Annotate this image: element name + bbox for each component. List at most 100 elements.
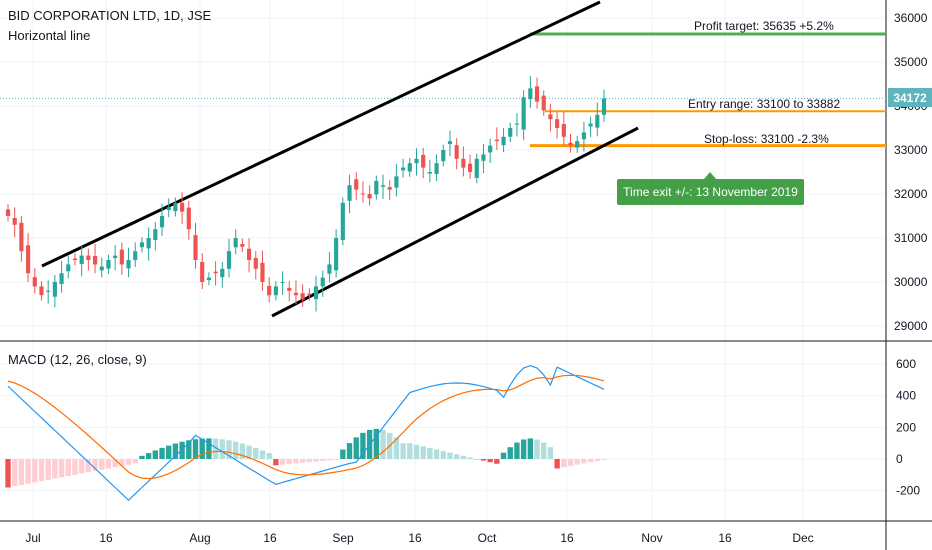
price-tick-label: 31000 xyxy=(894,231,928,245)
macd-histogram-bar xyxy=(12,459,18,487)
candle-body xyxy=(588,123,593,127)
macd-histogram-bar xyxy=(340,449,346,459)
candle-body xyxy=(220,268,225,278)
macd-histogram-bar xyxy=(172,443,179,459)
macd-histogram-bar xyxy=(273,459,279,466)
macd-histogram xyxy=(5,428,607,488)
candle-body xyxy=(260,262,265,282)
macd-histogram-bar xyxy=(547,447,554,459)
macd-histogram-bar xyxy=(581,459,587,464)
macd-histogram-bar xyxy=(72,459,78,475)
candle-body xyxy=(240,243,245,247)
price-tick-label: 32000 xyxy=(894,187,928,201)
macd-histogram-bar xyxy=(45,459,51,480)
macd-histogram-bar xyxy=(433,449,440,459)
candle-body xyxy=(414,158,419,164)
candle-body xyxy=(601,98,607,115)
candle-body xyxy=(514,123,520,125)
candle-body xyxy=(79,255,84,264)
macd-histogram-bar xyxy=(567,459,574,466)
candle-body xyxy=(320,277,325,287)
candle-body xyxy=(374,180,379,195)
macd-histogram-bar xyxy=(25,459,31,484)
macd-histogram-bar xyxy=(440,451,446,459)
candle-body xyxy=(39,286,44,296)
macd-histogram-bar xyxy=(574,459,580,465)
candle-body xyxy=(280,282,285,283)
macd-histogram-bar xyxy=(186,440,192,459)
macd-tick-label: 0 xyxy=(896,452,903,466)
candle-body xyxy=(19,222,24,252)
time-tick-label: 16 xyxy=(408,531,422,545)
macd-histogram-bar xyxy=(427,447,433,459)
candle-body xyxy=(347,185,352,201)
candle-body xyxy=(153,229,158,240)
candle-body xyxy=(561,124,566,137)
macd-histogram-bar xyxy=(266,453,272,459)
macd-tick-label: 200 xyxy=(896,420,916,434)
candle-body xyxy=(407,163,412,172)
macd-histogram-bar xyxy=(561,459,567,468)
macd-histogram-bar xyxy=(239,443,246,459)
candle-body xyxy=(99,266,104,271)
macd-lines xyxy=(7,364,605,502)
macd-histogram-bar xyxy=(500,452,507,459)
macd-histogram-bar xyxy=(527,438,534,459)
macd-histogram-bar xyxy=(320,459,326,461)
candle-body xyxy=(447,141,453,145)
macd-histogram-bar xyxy=(18,459,25,485)
macd-histogram-bar xyxy=(380,429,386,459)
price-tick-label: 35000 xyxy=(894,55,928,69)
macd-histogram-bar xyxy=(166,445,172,459)
time-exit-callout[interactable]: Time exit +/-: 13 November 2019 xyxy=(617,179,804,205)
candle-body xyxy=(46,290,51,292)
macd-histogram-bar xyxy=(313,459,319,462)
macd-histogram-bar xyxy=(259,450,266,459)
macd-indicator-label[interactable]: MACD (12, 26, close, 9) xyxy=(8,352,147,367)
callout-pointer xyxy=(704,172,716,179)
candle-body xyxy=(360,193,365,195)
time-tick-label: Oct xyxy=(478,531,497,545)
macd-histogram-bar xyxy=(212,438,219,459)
candle-body xyxy=(454,145,459,159)
macd-histogram-bar xyxy=(413,444,420,459)
macd-histogram-bar xyxy=(594,459,600,461)
candle-body xyxy=(367,194,372,199)
candle-body xyxy=(32,277,37,287)
macd-histogram-bar xyxy=(326,459,333,461)
macd-histogram-bar xyxy=(467,457,473,459)
macd-histogram-bar xyxy=(65,459,71,477)
candle-body xyxy=(421,154,426,168)
candle-body xyxy=(334,238,339,271)
candle-body xyxy=(166,207,171,211)
trend-channel xyxy=(41,0,639,318)
time-tick-label: 16 xyxy=(263,531,277,545)
macd-histogram-bar xyxy=(226,440,232,459)
macd-histogram-bar xyxy=(554,459,560,469)
macd-histogram-bar xyxy=(534,439,540,459)
candle-body xyxy=(159,216,165,228)
candle-body xyxy=(247,248,252,260)
macd-histogram-bar xyxy=(92,459,98,472)
candle-body xyxy=(273,286,278,296)
macd-histogram-bar xyxy=(407,443,413,459)
macd-histogram-bar xyxy=(474,459,480,460)
profit-target-label: Profit target: 35635 +5.2% xyxy=(694,19,834,33)
time-exit-pointer xyxy=(704,172,716,179)
candle-body xyxy=(541,95,546,111)
macd-histogram-bar xyxy=(233,441,239,459)
candle-body xyxy=(126,260,131,269)
macd-tick-label: 400 xyxy=(896,389,916,403)
candle-body xyxy=(146,238,151,249)
macd-histogram-bar xyxy=(119,459,125,466)
signal-line xyxy=(7,374,605,480)
candle-body xyxy=(595,114,600,128)
price-tick-label: 33000 xyxy=(894,143,928,157)
time-tick-label: 16 xyxy=(718,531,732,545)
time-tick-label: 16 xyxy=(99,531,113,545)
chart-title: BID CORPORATION LTD, 1D, JSE xyxy=(8,8,212,23)
macd-histogram-bar xyxy=(333,459,339,460)
macd-histogram-bar xyxy=(112,459,118,468)
candle-body xyxy=(568,142,573,146)
